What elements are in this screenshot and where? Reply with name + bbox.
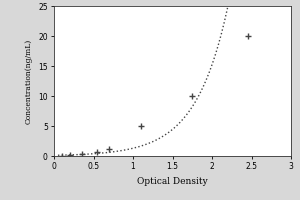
X-axis label: Optical Density: Optical Density [137,177,208,186]
Y-axis label: Concentration(ng/mL): Concentration(ng/mL) [25,38,33,124]
